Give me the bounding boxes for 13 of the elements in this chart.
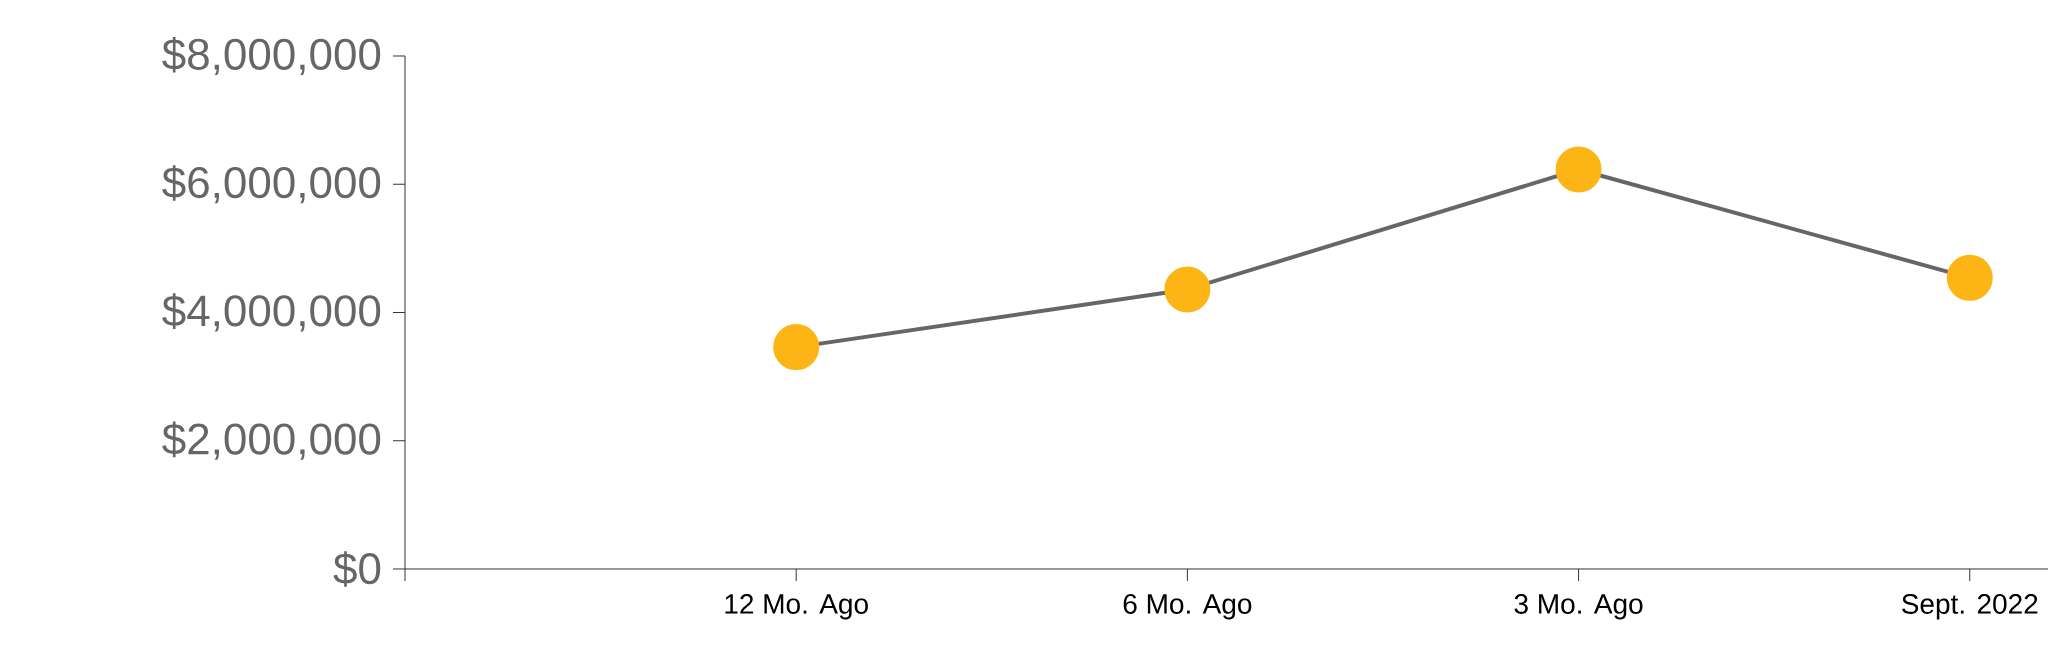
point xyxy=(1555,146,1602,193)
y-tick-label: $6,000,000 xyxy=(162,165,381,204)
y-tick-label: $2,000,000 xyxy=(162,421,381,460)
point xyxy=(773,324,820,371)
y-tick-label: $8,000,000 xyxy=(162,36,381,76)
point xyxy=(1164,266,1211,313)
x-tick-label: 3 Mo. Ago xyxy=(1514,594,1643,620)
y-tick-label: $4,000,000 xyxy=(162,293,381,332)
point xyxy=(1946,254,1993,301)
x-tick-label: 12 Mo. Ago xyxy=(725,594,868,620)
x-tick-label: Sept. 2022 xyxy=(1902,594,2038,620)
y-tick-label: $0 xyxy=(333,551,381,587)
x-tick-label: 6 Mo. Ago xyxy=(1123,594,1252,620)
